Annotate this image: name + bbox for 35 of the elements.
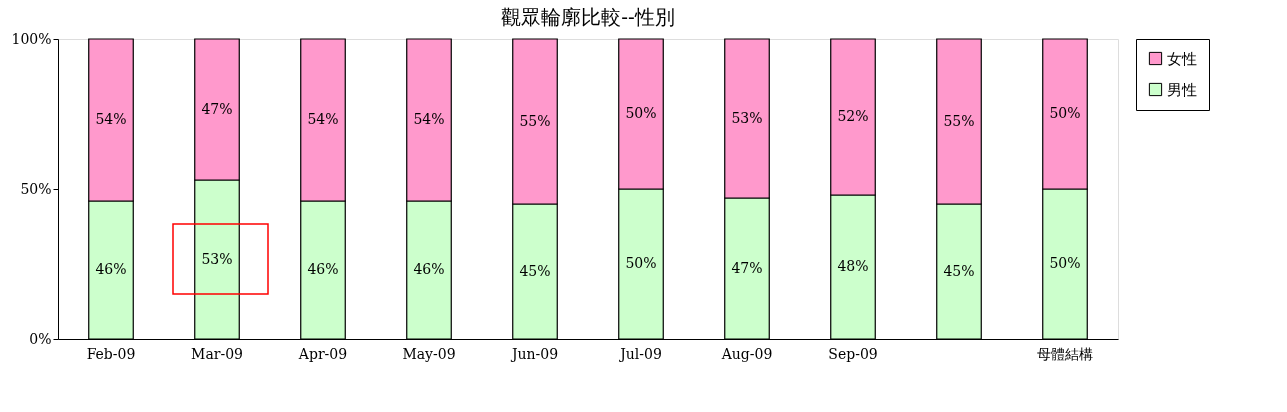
x-tick-label: Aug-09 — [720, 345, 773, 362]
data-label: 55% — [519, 112, 551, 129]
legend-label: 女性 — [1167, 49, 1197, 68]
data-label: 52% — [837, 108, 869, 124]
chart-title: 觀眾輪廓比較--性別 — [501, 5, 675, 29]
x-tick-label: Jul-09 — [618, 345, 662, 362]
x-tick-label: Jun-09 — [509, 345, 559, 362]
data-label: 46% — [95, 261, 127, 277]
data-label: 50% — [1049, 105, 1081, 121]
data-label: 46% — [413, 261, 445, 277]
x-tick-label: May-09 — [402, 345, 456, 362]
data-label: 47% — [201, 100, 233, 117]
data-label: 45% — [519, 262, 551, 279]
data-label: 46% — [307, 261, 339, 277]
data-label: 50% — [625, 255, 657, 271]
x-tick-label: 母體結構 — [1037, 345, 1093, 362]
data-label: 54% — [413, 111, 445, 127]
data-label: 50% — [625, 105, 657, 121]
data-label: 53% — [731, 109, 763, 126]
legend-label: 男性 — [1167, 80, 1197, 99]
data-label: 55% — [943, 112, 975, 129]
data-label: 50% — [1049, 255, 1081, 271]
data-label: 45% — [943, 262, 975, 279]
y-tick-label: 0% — [29, 330, 52, 347]
x-tick-label: Feb-09 — [86, 345, 136, 362]
data-label: 54% — [95, 111, 127, 127]
x-tick-label: Mar-09 — [191, 345, 243, 362]
x-tick-label: Apr-09 — [297, 345, 348, 362]
data-label: 54% — [307, 111, 339, 127]
y-tick-label: 100% — [11, 30, 52, 47]
y-tick-label: 50% — [20, 180, 52, 197]
x-tick-label: Sep-09 — [828, 345, 878, 362]
data-label: 53% — [201, 250, 233, 267]
data-label: 48% — [837, 258, 869, 274]
data-label: 47% — [731, 259, 763, 276]
